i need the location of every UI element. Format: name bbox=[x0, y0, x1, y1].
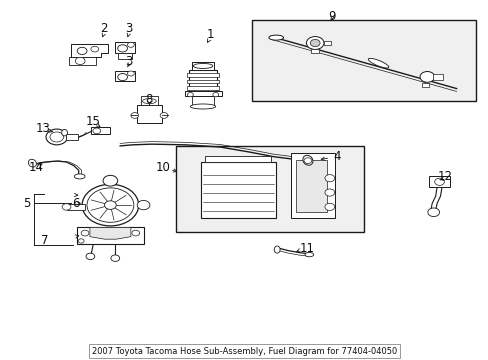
Text: 3: 3 bbox=[125, 22, 132, 35]
Text: 8: 8 bbox=[145, 93, 153, 106]
Circle shape bbox=[118, 45, 127, 52]
Circle shape bbox=[77, 47, 87, 54]
Circle shape bbox=[46, 129, 67, 145]
Text: 14: 14 bbox=[28, 161, 43, 174]
Circle shape bbox=[306, 37, 324, 49]
Text: 11: 11 bbox=[299, 242, 314, 255]
Circle shape bbox=[104, 201, 116, 210]
Bar bbox=[290, 153, 334, 218]
Text: 2: 2 bbox=[100, 22, 107, 35]
Bar bbox=[115, 71, 135, 81]
Circle shape bbox=[127, 42, 134, 47]
Ellipse shape bbox=[305, 252, 313, 257]
Circle shape bbox=[310, 40, 320, 46]
Circle shape bbox=[212, 93, 218, 97]
Text: 2007 Toyota Tacoma Hose Sub-Assembly, Fuel Diagram for 77404-04050: 2007 Toyota Tacoma Hose Sub-Assembly, Fu… bbox=[92, 347, 396, 356]
Bar bbox=[187, 80, 218, 83]
Circle shape bbox=[187, 93, 193, 97]
Text: 9: 9 bbox=[328, 10, 335, 23]
Circle shape bbox=[127, 71, 134, 76]
Circle shape bbox=[86, 253, 95, 260]
Circle shape bbox=[103, 175, 118, 186]
Circle shape bbox=[87, 188, 134, 222]
Bar bbox=[91, 127, 110, 134]
Bar bbox=[137, 105, 161, 123]
Bar bbox=[422, 84, 428, 87]
Circle shape bbox=[81, 230, 89, 236]
Bar bbox=[115, 42, 135, 53]
Bar bbox=[324, 41, 330, 45]
Ellipse shape bbox=[61, 130, 67, 136]
Ellipse shape bbox=[190, 104, 215, 109]
Bar bbox=[428, 176, 449, 187]
Circle shape bbox=[82, 184, 139, 226]
Text: 12: 12 bbox=[437, 170, 452, 183]
Circle shape bbox=[118, 73, 127, 81]
Ellipse shape bbox=[367, 58, 388, 68]
Bar bbox=[205, 156, 271, 162]
Ellipse shape bbox=[193, 63, 212, 68]
Bar bbox=[295, 160, 327, 212]
Ellipse shape bbox=[28, 159, 36, 167]
Ellipse shape bbox=[74, 174, 85, 179]
Ellipse shape bbox=[302, 155, 312, 165]
Ellipse shape bbox=[142, 99, 156, 104]
Polygon shape bbox=[90, 227, 131, 239]
Circle shape bbox=[325, 203, 334, 211]
Text: 13: 13 bbox=[36, 122, 51, 135]
Text: 4: 4 bbox=[333, 150, 340, 163]
Bar bbox=[187, 86, 218, 90]
Circle shape bbox=[111, 255, 120, 261]
Bar bbox=[77, 226, 143, 244]
Ellipse shape bbox=[274, 246, 280, 253]
Bar bbox=[192, 95, 213, 105]
Circle shape bbox=[62, 204, 71, 210]
Circle shape bbox=[160, 113, 167, 118]
Bar bbox=[118, 53, 132, 59]
Circle shape bbox=[325, 175, 334, 182]
Circle shape bbox=[91, 46, 99, 52]
Circle shape bbox=[78, 239, 84, 243]
Circle shape bbox=[427, 208, 439, 217]
Bar bbox=[192, 62, 213, 70]
Circle shape bbox=[325, 189, 334, 196]
Bar bbox=[184, 91, 221, 96]
Circle shape bbox=[132, 230, 140, 236]
Bar bbox=[176, 146, 363, 232]
Bar bbox=[189, 70, 216, 93]
Text: 7: 7 bbox=[41, 234, 48, 247]
Text: 10: 10 bbox=[155, 161, 170, 174]
Circle shape bbox=[131, 113, 139, 118]
Circle shape bbox=[93, 128, 101, 134]
Text: 5: 5 bbox=[23, 197, 30, 210]
Text: 15: 15 bbox=[86, 116, 101, 129]
Bar bbox=[311, 49, 319, 53]
Bar bbox=[104, 179, 116, 184]
Bar bbox=[432, 74, 442, 80]
Bar bbox=[141, 96, 158, 105]
Bar bbox=[67, 204, 84, 210]
Bar bbox=[200, 162, 276, 218]
Bar bbox=[69, 57, 96, 64]
Bar bbox=[187, 73, 218, 77]
Ellipse shape bbox=[268, 35, 283, 40]
Bar bbox=[251, 21, 475, 101]
Text: 1: 1 bbox=[206, 28, 214, 41]
Polygon shape bbox=[71, 44, 108, 57]
Circle shape bbox=[50, 132, 63, 142]
Circle shape bbox=[137, 201, 150, 210]
Circle shape bbox=[75, 57, 85, 64]
Circle shape bbox=[419, 72, 434, 82]
Circle shape bbox=[434, 178, 444, 185]
Circle shape bbox=[304, 158, 311, 163]
Text: 6: 6 bbox=[72, 197, 80, 210]
Bar bbox=[65, 134, 78, 140]
Text: 3: 3 bbox=[125, 55, 132, 68]
